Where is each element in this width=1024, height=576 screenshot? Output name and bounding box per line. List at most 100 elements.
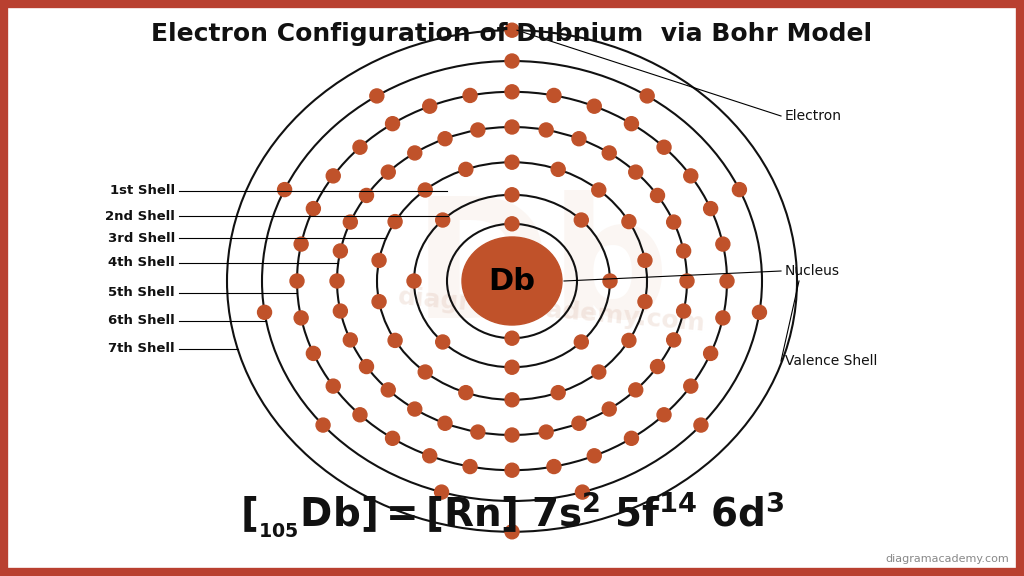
Circle shape [650, 188, 665, 202]
Circle shape [459, 386, 473, 400]
Circle shape [435, 213, 450, 227]
Circle shape [638, 295, 652, 309]
Circle shape [732, 183, 746, 196]
Circle shape [650, 359, 665, 374]
Circle shape [372, 295, 386, 309]
Circle shape [680, 274, 694, 288]
Circle shape [551, 162, 565, 176]
Text: Electron: Electron [785, 109, 842, 123]
Circle shape [592, 365, 606, 379]
Text: 1st Shell: 1st Shell [110, 184, 175, 198]
Text: diagramacademy.com: diagramacademy.com [886, 554, 1009, 564]
Circle shape [603, 274, 617, 288]
Circle shape [677, 244, 690, 258]
Circle shape [547, 89, 561, 103]
Text: 5th Shell: 5th Shell [109, 286, 175, 300]
Circle shape [316, 418, 330, 432]
Circle shape [306, 202, 321, 215]
Circle shape [386, 431, 399, 445]
Circle shape [602, 146, 616, 160]
Circle shape [574, 213, 589, 227]
Circle shape [327, 379, 340, 393]
Circle shape [684, 169, 697, 183]
Circle shape [657, 408, 671, 422]
Circle shape [505, 188, 519, 202]
Circle shape [463, 89, 477, 103]
Circle shape [716, 311, 730, 325]
Circle shape [551, 386, 565, 400]
Circle shape [720, 274, 734, 288]
Circle shape [343, 333, 357, 347]
Circle shape [434, 485, 449, 499]
Circle shape [258, 305, 271, 319]
Circle shape [622, 334, 636, 347]
Circle shape [386, 117, 399, 131]
Circle shape [625, 117, 638, 131]
Circle shape [540, 123, 553, 137]
Text: Electron Configuration of Dubnium  via Bohr Model: Electron Configuration of Dubnium via Bo… [152, 22, 872, 46]
Circle shape [505, 23, 519, 37]
Circle shape [657, 140, 671, 154]
Circle shape [667, 215, 681, 229]
Circle shape [334, 244, 347, 258]
Circle shape [408, 402, 422, 416]
Circle shape [505, 85, 519, 99]
Text: Nucleus: Nucleus [785, 264, 840, 278]
Text: $\mathbf{[_{_{105}}Db] = [Rn]\ 7s^2\ 5f^{14}\ 6d^3}$: $\mathbf{[_{_{105}}Db] = [Rn]\ 7s^2\ 5f^… [240, 489, 784, 539]
Circle shape [505, 463, 519, 477]
Circle shape [408, 146, 422, 160]
Ellipse shape [462, 237, 562, 325]
Circle shape [640, 89, 654, 103]
Circle shape [505, 155, 519, 169]
Circle shape [574, 335, 589, 349]
Circle shape [703, 202, 718, 215]
Circle shape [505, 54, 519, 68]
Text: Db: Db [414, 190, 671, 353]
Circle shape [572, 132, 586, 146]
Circle shape [505, 120, 519, 134]
Circle shape [625, 431, 638, 445]
Circle shape [388, 215, 402, 229]
Circle shape [463, 460, 477, 473]
Circle shape [294, 237, 308, 251]
Circle shape [622, 215, 636, 229]
Circle shape [753, 305, 766, 319]
Circle shape [343, 215, 357, 229]
Text: 3rd Shell: 3rd Shell [108, 232, 175, 244]
Circle shape [388, 334, 402, 347]
Text: Valence Shell: Valence Shell [785, 354, 878, 368]
Circle shape [407, 274, 421, 288]
Circle shape [505, 428, 519, 442]
Circle shape [694, 418, 708, 432]
Circle shape [602, 402, 616, 416]
Circle shape [418, 365, 432, 379]
Circle shape [667, 333, 681, 347]
Circle shape [353, 408, 367, 422]
Circle shape [505, 331, 519, 345]
Circle shape [588, 449, 601, 463]
Circle shape [278, 183, 292, 196]
Circle shape [588, 99, 601, 113]
Circle shape [592, 183, 606, 197]
Circle shape [359, 359, 374, 374]
Circle shape [505, 525, 519, 539]
Circle shape [370, 89, 384, 103]
Circle shape [629, 165, 643, 179]
Circle shape [435, 335, 450, 349]
Circle shape [638, 253, 652, 267]
Circle shape [505, 393, 519, 407]
Circle shape [505, 360, 519, 374]
Circle shape [684, 379, 697, 393]
Circle shape [372, 253, 386, 267]
Text: diagramacademy.com: diagramacademy.com [397, 286, 707, 336]
Circle shape [540, 425, 553, 439]
Circle shape [359, 188, 374, 202]
Circle shape [327, 169, 340, 183]
Circle shape [381, 165, 395, 179]
Text: 6th Shell: 6th Shell [109, 314, 175, 328]
Circle shape [438, 416, 452, 430]
Circle shape [716, 237, 730, 251]
Circle shape [505, 217, 519, 231]
Text: 2nd Shell: 2nd Shell [105, 210, 175, 222]
Circle shape [471, 425, 484, 439]
